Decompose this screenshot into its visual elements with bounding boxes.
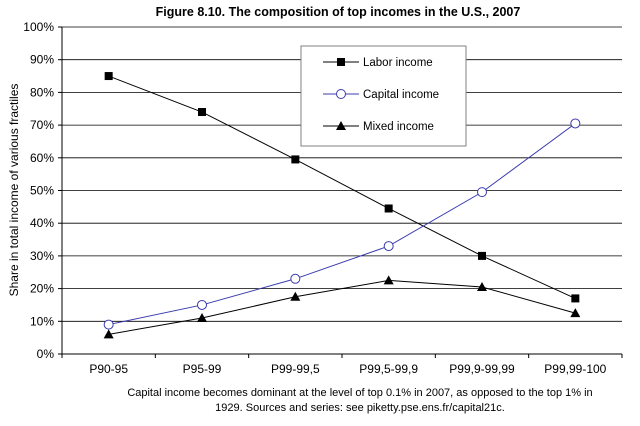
caption-line-2: 1929. Sources and series: see piketty.ps… [215,402,505,414]
y-tick-label: 90% [30,53,54,67]
capital-income-point [570,118,581,129]
labor-income-point [384,204,393,213]
y-tick-labels: 0% 10% 20% 30% 40% 50% 60% 70% 80% 90% 100% [23,20,54,361]
x-tick-label: P95-99 [183,362,222,376]
legend-label-capital-income: Capital income [363,89,439,101]
y-tick-label: 80% [30,85,54,99]
y-tick-label: 20% [30,282,54,296]
y-tick-label: 30% [30,249,54,263]
x-tick-label: P99-99,5 [271,362,320,376]
x-tick-label: P90-95 [89,362,128,376]
y-tick-label: 0% [37,347,55,361]
capital-income-point [197,299,207,310]
x-tick-labels: P90-95 P95-99 P99-99,5 P99,5-99,9 P99,9-99,9… [89,362,606,376]
mixed-income-point [197,313,207,323]
axes [58,26,623,358]
labor-income-point [291,155,300,164]
legend-label-mixed-income: Mixed income [363,121,434,133]
x-tick-label: P99,99-100 [544,362,606,376]
legend-marker-capital-income [336,89,346,99]
legend-box [300,45,467,147]
legend-label-labor-income: Labor income [363,57,433,69]
capital-income-point [477,187,487,198]
y-tick-label: 40% [30,216,54,230]
legend-marker-mixed-income [336,121,346,130]
mixed-income-point [477,281,487,291]
legend: Labor income Capital income Mixed income [300,45,467,147]
mixed-income-point [570,308,581,318]
capital-income-point [383,241,394,252]
labor-income-point [198,108,206,117]
caption-line-1: Capital income becomes dominant at the l… [127,387,593,399]
mixed-income-line [108,279,576,335]
y-axis-label: Share in total income of various fractil… [7,84,21,297]
capital-income-point [103,319,114,330]
y-tick-label: 10% [30,314,54,328]
mixed-income-point [290,291,301,301]
y-tick-label: 60% [30,151,54,165]
y-tick-label: 70% [30,118,54,132]
legend-marker-labor-income [337,58,345,66]
labor-income-point [104,72,113,81]
labor-income-point [478,251,486,260]
mixed-income-point [383,275,394,285]
y-tick-label: 100% [23,20,54,34]
capital-income-point [290,273,301,284]
labor-income-line [108,75,576,299]
labor-income-point [571,294,580,303]
capital-income-line [108,123,576,326]
series-layer [103,72,581,339]
y-tick-label: 50% [30,184,54,198]
chart-title: Figure 8.10. The composition of top inco… [156,5,521,19]
mixed-income-point [103,329,114,339]
x-tick-label: P99,5-99,9 [359,362,418,376]
x-tick-label: P99,9-99,99 [449,362,515,376]
